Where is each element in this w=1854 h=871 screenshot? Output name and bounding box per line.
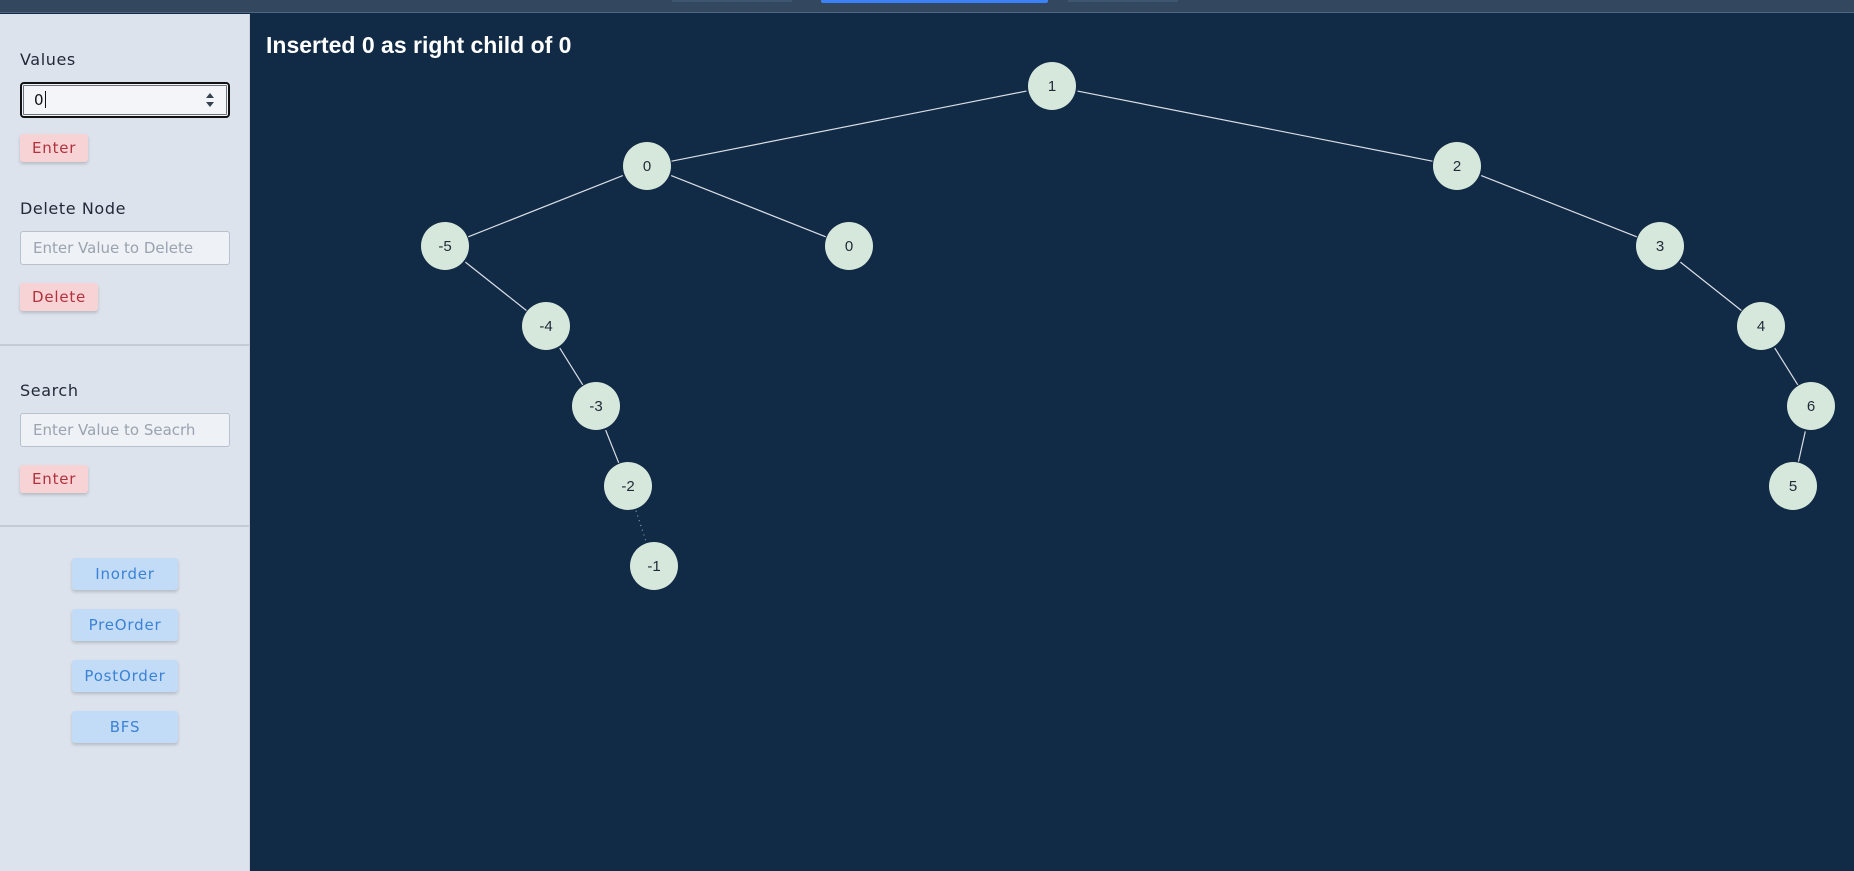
tree-node[interactable]: 0 (623, 142, 671, 190)
search-section: Search (20, 381, 230, 400)
tree-node[interactable]: -5 (421, 222, 469, 270)
tree-node-circle[interactable] (825, 222, 873, 270)
sidebar: Values 0 Enter Delete Node Enter Value t… (0, 14, 250, 871)
tree-node[interactable]: 0 (825, 222, 873, 270)
tree-node-label: -1 (647, 558, 660, 575)
tree-node-circle[interactable] (1787, 382, 1835, 430)
tree-edge (1774, 347, 1799, 386)
tree-edge (670, 175, 826, 238)
tree-node-label: 3 (1656, 238, 1664, 255)
tree-edge (465, 261, 527, 311)
tree-node[interactable]: -3 (572, 382, 620, 430)
tree-node[interactable]: -4 (522, 302, 570, 350)
tree-edge (671, 90, 1027, 162)
tab-inactive[interactable] (1068, 0, 1178, 2)
tree-node-circle[interactable] (1433, 142, 1481, 190)
tree-node[interactable]: 6 (1787, 382, 1835, 430)
tree-edge (1797, 431, 1806, 462)
tree-node[interactable]: 1 (1028, 62, 1076, 110)
tree-edge (1077, 90, 1433, 162)
text-caret (44, 91, 46, 108)
delete-button[interactable]: Delete (20, 283, 99, 311)
search-input[interactable]: Enter Value to Seacrh (20, 413, 230, 447)
tree-node-label: 1 (1048, 78, 1056, 95)
tree-node-circle[interactable] (630, 542, 678, 590)
tree-edge (468, 175, 624, 238)
tree-node-label: -3 (589, 398, 602, 415)
top-bar (0, 0, 1854, 13)
postorder-button[interactable]: PostOrder (72, 660, 178, 692)
tree-node-circle[interactable] (572, 382, 620, 430)
delete-node-label: Delete Node (20, 199, 127, 218)
tree-node-label: -5 (438, 238, 451, 255)
tree-node[interactable]: -2 (604, 462, 652, 510)
tree-node-circle[interactable] (1737, 302, 1785, 350)
values-label: Values (20, 50, 76, 69)
tab-inactive[interactable] (672, 0, 792, 2)
tree-node-circle[interactable] (1028, 62, 1076, 110)
tree-node[interactable]: 2 (1433, 142, 1481, 190)
bfs-button[interactable]: BFS (72, 711, 178, 743)
spinner-arrows-icon[interactable] (206, 93, 214, 107)
tree-node-label: 0 (845, 238, 853, 255)
tree-edge (559, 347, 584, 386)
tree-node[interactable]: 4 (1737, 302, 1785, 350)
tree-node-label: 0 (643, 158, 651, 175)
delete-input[interactable]: Enter Value to Delete (20, 231, 230, 265)
tree-node-label: -2 (621, 478, 634, 495)
tree-edge (1680, 261, 1742, 311)
tree-edge (605, 429, 620, 464)
tree-node[interactable]: -1 (630, 542, 678, 590)
status-message: Inserted 0 as right child of 0 (266, 32, 572, 58)
search-label: Search (20, 381, 79, 400)
tree-node-label: 4 (1757, 318, 1765, 335)
inorder-button[interactable]: Inorder (72, 558, 178, 590)
tree-node[interactable]: 3 (1636, 222, 1684, 270)
tree-node-label: 6 (1807, 398, 1815, 415)
preorder-button[interactable]: PreOrder (72, 609, 178, 641)
tree-node-label: 2 (1453, 158, 1461, 175)
values-input[interactable]: 0 (20, 82, 230, 118)
tree-node-label: -4 (539, 318, 552, 335)
values-input-value: 0 (34, 91, 44, 109)
divider (0, 525, 249, 527)
divider (0, 344, 249, 346)
active-tab-indicator[interactable] (821, 0, 1048, 3)
tree-node-circle[interactable] (623, 142, 671, 190)
tree-node-circle[interactable] (421, 222, 469, 270)
enter-value-button[interactable]: Enter (20, 134, 89, 162)
tree-node-label: 5 (1789, 478, 1797, 495)
tree-edge (635, 510, 647, 543)
delete-section: Delete Node (20, 199, 230, 218)
tree-node-circle[interactable] (522, 302, 570, 350)
tree-node[interactable]: 5 (1769, 462, 1817, 510)
tree-node-circle[interactable] (604, 462, 652, 510)
tree-edge (1480, 174, 1637, 238)
search-button[interactable]: Enter (20, 465, 89, 493)
values-section: Values (20, 50, 230, 69)
tree-node-circle[interactable] (1769, 462, 1817, 510)
tree-node-circle[interactable] (1636, 222, 1684, 270)
